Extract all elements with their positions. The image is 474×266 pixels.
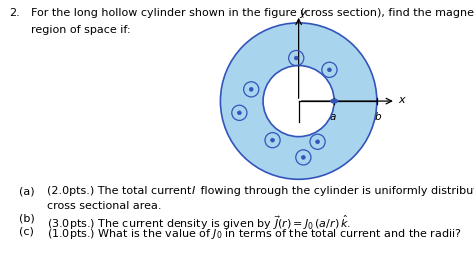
Text: a: a [329,112,336,122]
Ellipse shape [271,138,274,142]
Ellipse shape [249,88,253,91]
Ellipse shape [316,140,319,144]
Text: (b): (b) [19,214,35,224]
Text: I: I [191,186,195,196]
Ellipse shape [237,111,241,115]
Ellipse shape [220,23,377,179]
Ellipse shape [328,68,331,72]
Text: (c): (c) [19,227,34,237]
Text: (1.0pts.) What is the value of $J_0$ in terms of the total current and the radii: (1.0pts.) What is the value of $J_0$ in … [47,227,462,241]
Circle shape [331,99,337,103]
Text: cross sectional area.: cross sectional area. [47,201,162,211]
Text: flowing through the cylinder is uniformly distributed over its: flowing through the cylinder is uniforml… [197,186,474,196]
Ellipse shape [294,56,298,60]
Text: (2.0pts.) The total current: (2.0pts.) The total current [47,186,195,196]
Ellipse shape [263,65,334,137]
Text: x: x [398,95,405,105]
Text: (a): (a) [19,186,35,196]
Ellipse shape [301,156,305,159]
Text: b: b [374,112,381,122]
Text: (3.0pts.) The current density is given by $\vec{J}(r) = J_0\,(a/r)\,\hat{k}$.: (3.0pts.) The current density is given b… [47,214,352,232]
Text: region of space if:: region of space if: [31,25,130,35]
Text: 2.: 2. [9,8,20,18]
Text: For the long hollow cylinder shown in the figure (cross section), find the magne: For the long hollow cylinder shown in th… [31,8,474,18]
Text: y: y [299,8,306,18]
